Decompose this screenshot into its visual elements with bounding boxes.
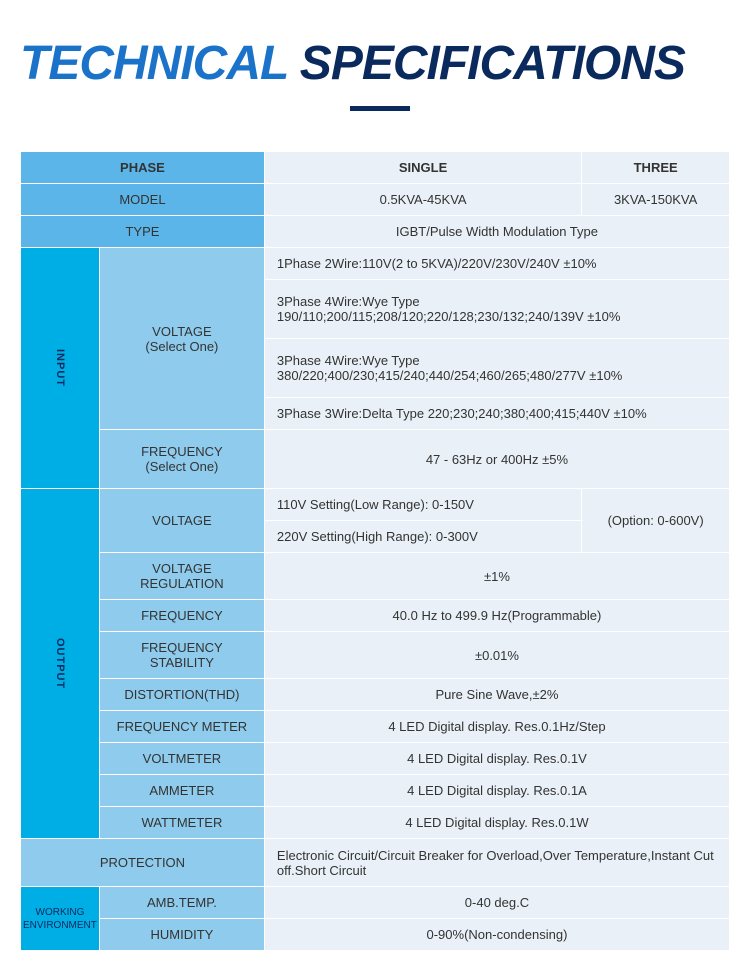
spec-table: PHASE SINGLE THREE MODEL 0.5KVA-45KVA 3K… — [20, 151, 730, 951]
output-vmeter-label: VOLTMETER — [99, 743, 264, 775]
model-three-value: 3KVA-150KVA — [582, 184, 730, 216]
output-freq-label: FREQUENCY — [99, 600, 264, 632]
page-title: TECHNICAL SPECIFICATIONS — [20, 40, 730, 88]
title-underline — [350, 106, 410, 111]
env-hum-label: HUMIDITY — [99, 919, 264, 951]
type-value: IGBT/Pulse Width Modulation Type — [264, 216, 729, 248]
phase-header: PHASE — [21, 152, 265, 184]
title-word-1: TECHNICAL — [20, 37, 287, 90]
output-thd-label: DISTORTION(THD) — [99, 679, 264, 711]
output-side-label: OUTPUT — [21, 489, 100, 839]
input-freq-value: 47 - 63Hz or 400Hz ±5% — [264, 430, 729, 489]
output-voltage-label: VOLTAGE — [99, 489, 264, 553]
title-word-2: SPECIFICATIONS — [300, 37, 685, 90]
spec-page: TECHNICAL SPECIFICATIONS PHASE SINGLE TH… — [0, 0, 750, 971]
input-side-label: INPUT — [21, 248, 100, 489]
env-hum-value: 0-90%(Non-condensing) — [264, 919, 729, 951]
output-thd-value: Pure Sine Wave,±2% — [264, 679, 729, 711]
single-header: SINGLE — [264, 152, 581, 184]
input-voltage-row-4: 3Phase 3Wire:Delta Type 220;230;240;380;… — [264, 398, 729, 430]
title-block: TECHNICAL SPECIFICATIONS — [20, 40, 730, 111]
output-freq-value: 40.0 Hz to 499.9 Hz(Programmable) — [264, 600, 729, 632]
input-voltage-label: VOLTAGE (Select One) — [99, 248, 264, 430]
output-voltage-high: 220V Setting(High Range): 0-300V — [264, 521, 581, 553]
env-side-label: WORKING ENVIRONMENT — [21, 887, 100, 951]
output-vmeter-value: 4 LED Digital display. Res.0.1V — [264, 743, 729, 775]
input-freq-label: FREQUENCY (Select One) — [99, 430, 264, 489]
output-vreg-value: ±1% — [264, 553, 729, 600]
env-amb-label: AMB.TEMP. — [99, 887, 264, 919]
output-voltage-low: 110V Setting(Low Range): 0-150V — [264, 489, 581, 521]
output-fstab-label: FREQUENCY STABILITY — [99, 632, 264, 679]
output-fmeter-label: FREQUENCY METER — [99, 711, 264, 743]
env-amb-value: 0-40 deg.C — [264, 887, 729, 919]
input-voltage-row-1: 1Phase 2Wire:110V(2 to 5KVA)/220V/230V/2… — [264, 248, 729, 280]
model-single-value: 0.5KVA-45KVA — [264, 184, 581, 216]
input-voltage-row-3: 3Phase 4Wire:Wye Type 380/220;400/230;41… — [264, 339, 729, 398]
three-header: THREE — [582, 152, 730, 184]
output-ammeter-label: AMMETER — [99, 775, 264, 807]
output-vreg-label: VOLTAGE REGULATION — [99, 553, 264, 600]
output-fstab-value: ±0.01% — [264, 632, 729, 679]
output-wmeter-value: 4 LED Digital display. Res.0.1W — [264, 807, 729, 839]
type-label: TYPE — [21, 216, 265, 248]
model-label: MODEL — [21, 184, 265, 216]
protection-value: Electronic Circuit/Circuit Breaker for O… — [264, 839, 729, 887]
output-fmeter-value: 4 LED Digital display. Res.0.1Hz/Step — [264, 711, 729, 743]
output-voltage-option: (Option: 0-600V) — [582, 489, 730, 553]
output-wmeter-label: WATTMETER — [99, 807, 264, 839]
input-voltage-row-2: 3Phase 4Wire:Wye Type 190/110;200/115;20… — [264, 280, 729, 339]
output-ammeter-value: 4 LED Digital display. Res.0.1A — [264, 775, 729, 807]
protection-label: PROTECTION — [21, 839, 265, 887]
